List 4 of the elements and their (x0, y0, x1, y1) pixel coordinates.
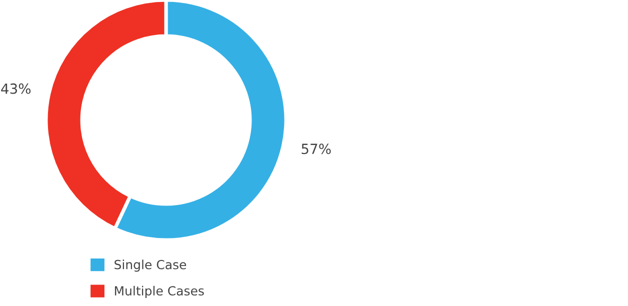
legend-label: Single Case (114, 260, 186, 272)
legend-label: Multiple Cases (114, 286, 204, 298)
data-label: 57% (302, 144, 331, 154)
data-label: 43% (1, 83, 31, 94)
